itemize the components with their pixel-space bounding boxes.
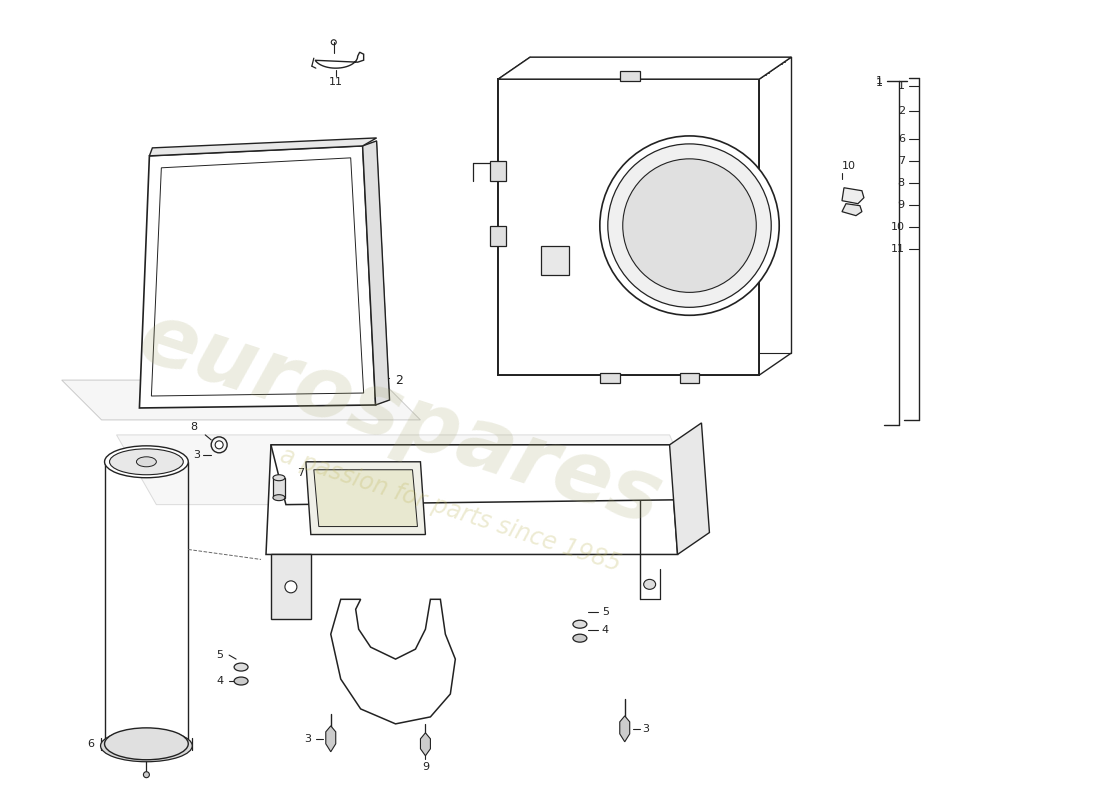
Text: 7: 7 [898,156,905,166]
Text: 11: 11 [891,243,905,254]
Ellipse shape [234,663,249,671]
Polygon shape [326,726,336,752]
Polygon shape [491,161,506,181]
Text: 1: 1 [876,76,883,86]
Text: 2: 2 [898,106,905,116]
Text: 3: 3 [192,450,200,460]
Text: 2: 2 [396,374,404,386]
Ellipse shape [100,730,192,762]
Polygon shape [842,188,864,204]
Text: 3: 3 [642,724,650,734]
Polygon shape [273,478,285,498]
Polygon shape [842,204,862,216]
Text: 10: 10 [842,161,856,171]
Ellipse shape [608,144,771,307]
Text: a passion for parts since 1985: a passion for parts since 1985 [277,443,624,576]
Polygon shape [150,138,376,156]
Text: 7: 7 [297,468,304,478]
Text: 10: 10 [891,222,905,232]
Polygon shape [680,373,700,383]
Ellipse shape [216,441,223,449]
Ellipse shape [110,449,184,474]
Polygon shape [152,158,364,396]
Text: 11: 11 [329,77,343,87]
Polygon shape [62,380,420,420]
Polygon shape [314,470,418,526]
Ellipse shape [273,474,285,481]
Polygon shape [363,141,389,405]
Polygon shape [619,71,640,81]
Text: 9: 9 [898,200,905,210]
Text: 8: 8 [898,178,905,188]
Polygon shape [619,716,629,742]
Text: eurospares: eurospares [129,296,672,543]
Polygon shape [600,373,619,383]
Polygon shape [271,445,690,505]
Polygon shape [140,146,375,408]
Ellipse shape [623,159,757,292]
Text: 4: 4 [216,676,223,686]
Text: 1: 1 [898,81,905,91]
Text: 8: 8 [190,422,197,432]
Polygon shape [271,554,311,619]
Polygon shape [331,599,455,724]
Polygon shape [420,733,430,756]
Ellipse shape [573,634,587,642]
Ellipse shape [285,581,297,593]
Ellipse shape [104,446,188,478]
Text: 3: 3 [304,734,311,744]
Text: 6: 6 [898,134,905,144]
Text: 9: 9 [422,762,429,772]
Polygon shape [670,423,710,554]
Ellipse shape [234,677,249,685]
Polygon shape [498,79,759,375]
Ellipse shape [136,457,156,466]
Polygon shape [306,462,426,534]
Text: 4: 4 [602,625,609,635]
Text: 1: 1 [876,78,883,88]
Ellipse shape [600,136,779,315]
Polygon shape [541,246,569,275]
Text: 5: 5 [602,607,608,618]
Ellipse shape [573,620,587,628]
Polygon shape [498,57,791,79]
Polygon shape [266,445,678,554]
Text: 5: 5 [216,650,223,660]
Ellipse shape [143,772,150,778]
Polygon shape [117,435,700,505]
Ellipse shape [273,494,285,501]
Text: 6: 6 [88,739,95,749]
Polygon shape [491,226,506,246]
Ellipse shape [104,728,188,760]
Ellipse shape [644,579,656,590]
